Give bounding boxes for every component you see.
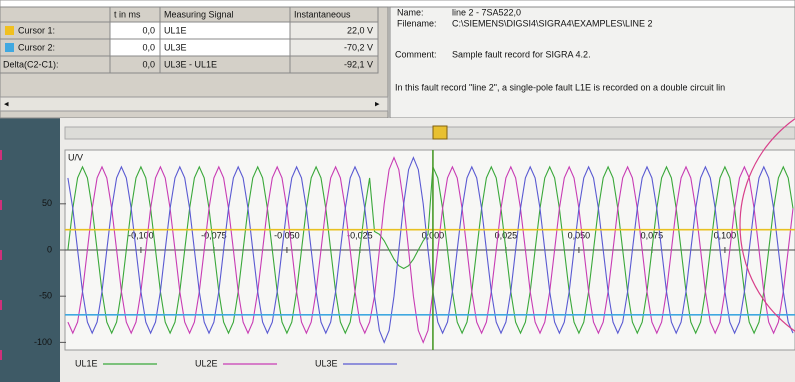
cell-text: Delta(C2-C1): xyxy=(3,59,59,69)
cell-text: 0,0 xyxy=(142,59,155,69)
name: line 2 - 7SA522,0 xyxy=(452,7,521,17)
header-label: Measuring Signal xyxy=(164,9,234,19)
info-panel xyxy=(389,6,795,119)
slider-thumb[interactable] xyxy=(432,125,448,140)
y-tick-label: -50 xyxy=(39,291,52,301)
record-info: Name: line 2 - 7SA522,0 Filename: C:\SIEMEN… xyxy=(395,7,725,92)
comment-label: Comment: xyxy=(395,49,437,59)
x-tick-label: -0,050 xyxy=(274,230,300,240)
top-strip xyxy=(0,0,795,8)
y-tick-label: 50 xyxy=(42,198,52,208)
legend-label: UL3E xyxy=(315,358,338,368)
time-slider[interactable] xyxy=(64,126,795,140)
cell-text: Cursor 1: xyxy=(18,25,55,35)
description: In this fault record "line 2", a single-… xyxy=(395,82,725,92)
cell-text: -92,1 V xyxy=(344,59,373,69)
legend-label: UL2E xyxy=(195,358,218,368)
cell-text: UL3E xyxy=(164,42,187,52)
scroll-left[interactable]: ◂ xyxy=(4,98,9,108)
scroll-right[interactable]: ▸ xyxy=(375,98,380,108)
signal-line xyxy=(67,156,794,344)
filename-label: Filename: xyxy=(397,18,437,28)
cell-text: 0,0 xyxy=(142,25,155,35)
x-tick-label: 0,050 xyxy=(568,230,591,240)
name-label: Name: xyxy=(397,7,424,17)
cell-text: 0,0 xyxy=(142,42,155,52)
header-label: Instantaneous xyxy=(294,9,351,19)
h-scrollbar[interactable] xyxy=(0,96,389,112)
left-backdrop xyxy=(0,118,60,382)
y-tick-label: 0 xyxy=(47,244,52,254)
x-tick-label: 0,025 xyxy=(495,230,518,240)
y-axis-label: U/V xyxy=(68,152,83,162)
filename: C:\SIEMENS\DIGSI4\SIGRA4\EXAMPLES\LINE 2 xyxy=(452,18,653,28)
cursor-swatch xyxy=(5,26,14,35)
x-tick-label: -0,100 xyxy=(128,230,154,240)
x-tick-label: 0,100 xyxy=(714,230,737,240)
cell-text: Cursor 2: xyxy=(18,42,55,52)
y-tick-label: -100 xyxy=(34,337,52,347)
x-tick-label: -0,025 xyxy=(347,230,373,240)
signal-line xyxy=(67,165,794,335)
header-label: t in ms xyxy=(114,9,141,19)
series-layer xyxy=(65,150,795,350)
cursor-table: t in ms Measuring Signal Instantaneous Curs… xyxy=(0,6,379,74)
comment: Sample fault record for SIGRA 4.2. xyxy=(452,49,591,59)
x-tick-label: -0,075 xyxy=(201,230,227,240)
cell-text: UL1E xyxy=(164,25,187,35)
plot: U/V 50 0 -50 -100 -0,100 -0,075 -0,050 -0,025 0,0… xyxy=(34,150,795,368)
cursor-swatch xyxy=(5,43,14,52)
cell-text: 22,0 V xyxy=(347,25,373,35)
legend-label: UL1E xyxy=(75,358,98,368)
x-tick-label: 0,075 xyxy=(641,230,664,240)
magnifier-ring xyxy=(739,118,795,332)
cell-text: UL3E - UL1E xyxy=(164,59,217,69)
cell xyxy=(289,55,379,74)
cell-text: -70,2 V xyxy=(344,42,373,52)
signal-line xyxy=(67,156,794,344)
